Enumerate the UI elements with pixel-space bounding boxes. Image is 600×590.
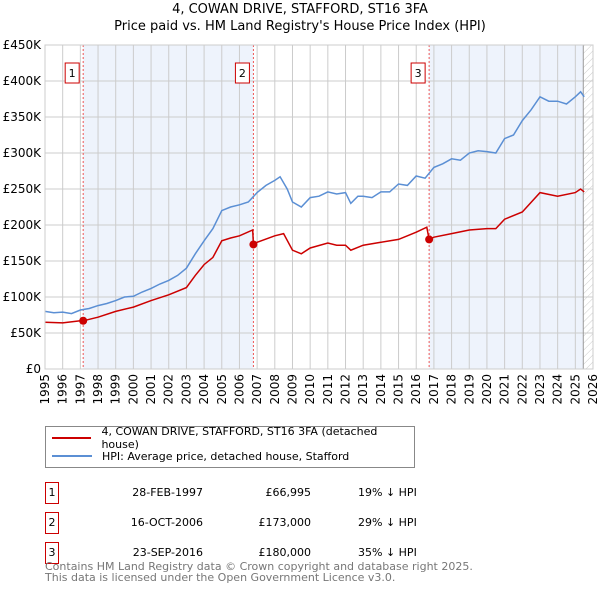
- x-tick-label: 2002: [162, 374, 176, 405]
- legend-item-property: 4, COWAN DRIVE, STAFFORD, ST16 3FA (deta…: [46, 425, 414, 451]
- transaction-hpi-diff: 29% ↓ HPI: [358, 516, 417, 529]
- x-tick-label: 1997: [73, 374, 87, 405]
- x-tick-label: 1996: [56, 374, 70, 405]
- transaction-date: 23-SEP-2016: [132, 546, 203, 559]
- transaction-row: 1 28-FEB-1997 £66,995 19% ↓ HPI: [45, 482, 465, 504]
- x-tick-label: 2005: [215, 374, 229, 405]
- x-tick-label: 2025: [568, 374, 582, 405]
- transaction-marker: 1: [45, 482, 59, 504]
- y-tick-label: £100K: [3, 290, 43, 304]
- sale-point: [79, 316, 88, 325]
- transaction-row: 2 16-OCT-2006 £173,000 29% ↓ HPI: [45, 512, 465, 534]
- legend-swatch-blue: [52, 455, 92, 457]
- x-tick-label: 2009: [285, 374, 299, 405]
- chart-subtitle: Price paid vs. HM Land Registry's House …: [114, 19, 486, 34]
- y-tick-label: £150K: [3, 254, 43, 268]
- sale-point: [425, 235, 434, 244]
- y-tick-label: £450K: [3, 38, 43, 52]
- legend-swatch-red: [52, 437, 92, 439]
- y-tick-label: £200K: [3, 218, 43, 232]
- transaction-marker: 3: [45, 542, 59, 564]
- transaction-hpi-diff: 35% ↓ HPI: [358, 546, 417, 559]
- sale-label: 3: [415, 67, 422, 80]
- x-tick-label: 2017: [427, 374, 441, 405]
- chart-title: 4, COWAN DRIVE, STAFFORD, ST16 3FA: [172, 2, 428, 17]
- transaction-price: £180,000: [258, 546, 312, 559]
- x-tick-label: 2007: [250, 374, 264, 405]
- footer-licence: This data is licensed under the Open Gov…: [45, 571, 396, 584]
- x-tick-label: 2013: [356, 374, 370, 405]
- x-tick-label: 2023: [533, 374, 547, 405]
- y-tick-label: £350K: [3, 110, 43, 124]
- transaction-price: £173,000: [258, 516, 312, 529]
- x-tick-label: 2003: [179, 374, 193, 405]
- x-tick-label: 2008: [268, 374, 282, 405]
- x-tick-label: 2015: [392, 374, 406, 405]
- forecast-hatch: [583, 45, 593, 369]
- shaded-period: [429, 45, 584, 369]
- x-tick-label: 2014: [374, 374, 388, 405]
- transaction-row: 3 23-SEP-2016 £180,000 35% ↓ HPI: [45, 542, 465, 564]
- x-tick-label: 1995: [38, 374, 52, 405]
- x-tick-label: 2024: [551, 374, 565, 405]
- plot-border: [44, 44, 594, 370]
- x-tick-label: 2016: [409, 374, 423, 405]
- transaction-price: £66,995: [265, 486, 312, 499]
- sale-label: 2: [239, 67, 246, 80]
- x-tick-label: 2011: [321, 374, 335, 405]
- x-tick-label: 2012: [339, 374, 353, 405]
- y-tick-label: £0: [26, 362, 41, 376]
- sale-label: 1: [69, 67, 76, 80]
- sale-label-box: [410, 62, 426, 84]
- y-tick-label: £400K: [3, 74, 43, 88]
- x-tick-label: 1999: [109, 374, 123, 405]
- footer: Contains HM Land Registry data © Crown c…: [45, 561, 473, 583]
- sale-point: [249, 240, 258, 249]
- x-tick-label: 2019: [462, 374, 476, 405]
- transaction-hpi-diff: 19% ↓ HPI: [358, 486, 417, 499]
- sale-label-box: [234, 62, 250, 84]
- x-tick-label: 1998: [91, 374, 105, 405]
- series-line: [44, 188, 585, 324]
- legend: 4, COWAN DRIVE, STAFFORD, ST16 3FA (deta…: [45, 425, 415, 468]
- transaction-marker: 2: [45, 512, 59, 534]
- x-tick-label: 2021: [498, 374, 512, 405]
- y-tick-label: £250K: [3, 182, 43, 196]
- x-tick-label: 2001: [144, 374, 158, 405]
- transaction-date: 28-FEB-1997: [132, 486, 203, 499]
- transaction-date: 16-OCT-2006: [130, 516, 203, 529]
- sale-label-box: [64, 62, 80, 84]
- y-tick-label: £300K: [3, 146, 43, 160]
- price-chart: £0 £50K £100K £150K £200K £250K £300K £350K £400…: [3, 38, 600, 405]
- x-tick-label: 2022: [515, 374, 529, 405]
- x-tick-label: 2006: [232, 374, 246, 405]
- x-tick-label: 2004: [197, 374, 211, 405]
- footer-copyright: Contains HM Land Registry data © Crown c…: [45, 560, 473, 573]
- x-tick-label: 2026: [586, 374, 600, 405]
- legend-item-hpi: HPI: Average price, detached house, Staf…: [46, 448, 349, 464]
- legend-label: 4, COWAN DRIVE, STAFFORD, ST16 3FA (deta…: [101, 425, 378, 451]
- x-tick-label: 2000: [126, 374, 140, 405]
- series-line: [44, 90, 585, 315]
- x-tick-label: 2010: [303, 374, 317, 405]
- x-tick-label: 2018: [445, 374, 459, 405]
- legend-label: HPI: Average price, detached house, Staf…: [102, 449, 350, 463]
- y-tick-label: £50K: [10, 326, 42, 340]
- x-tick-label: 2020: [480, 374, 494, 405]
